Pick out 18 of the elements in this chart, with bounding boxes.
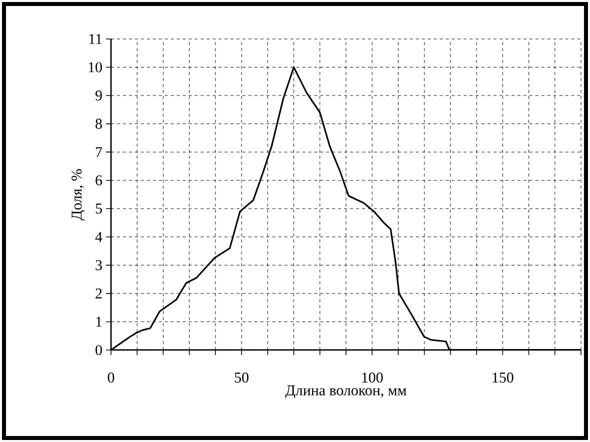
x-tick-label: 150 [492, 372, 514, 383]
y-tick-label: 1 [96, 316, 102, 327]
x-tick-label: 100 [362, 372, 383, 383]
x-tick-label: 0 [108, 372, 114, 383]
y-tick-label: 3 [96, 260, 102, 270]
y-tick-label: 6 [96, 175, 102, 186]
x-axis-title: Длина волокон, мм [285, 385, 406, 398]
y-tick-label: 9 [96, 90, 102, 101]
y-tick-label: 4 [95, 232, 102, 242]
y-tick-label: 10 [88, 62, 102, 72]
y-tick-label: 2 [96, 288, 102, 298]
y-tick-label: 8 [96, 118, 102, 129]
x-tick-label: 50 [234, 372, 248, 383]
y-axis-title: Доля, % [72, 169, 85, 220]
y-tick-label: 7 [96, 147, 102, 157]
y-tick-label: 5 [96, 204, 102, 214]
y-tick-label: 0 [96, 344, 102, 356]
y-tick-label: 11 [89, 34, 102, 44]
